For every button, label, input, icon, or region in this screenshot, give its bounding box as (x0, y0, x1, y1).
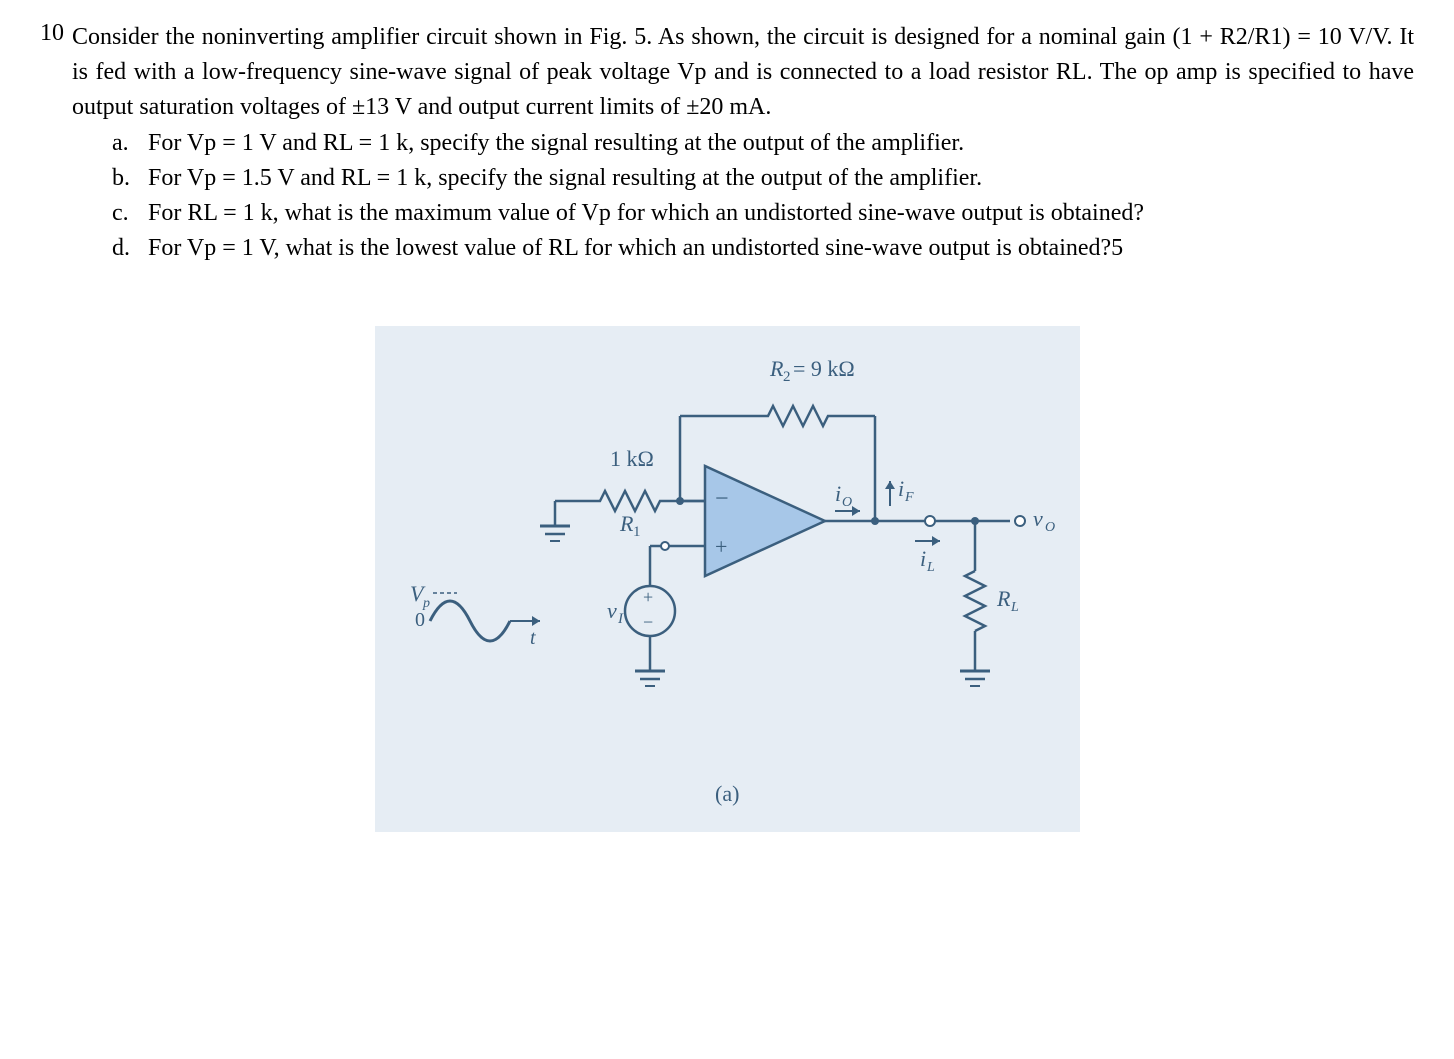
out-terminal-1 (925, 516, 935, 526)
vo-label: v (1033, 506, 1043, 531)
io-sub: O (842, 495, 852, 510)
vo-sub: O (1045, 520, 1055, 535)
if-arrow-head (885, 481, 895, 489)
opamp-triangle (705, 466, 825, 576)
io-arrow-head (852, 506, 860, 516)
rl-label: R (996, 586, 1011, 611)
sub-label-b: b. (112, 161, 132, 196)
sub-items: a. For Vp = 1 V and RL = 1 k, specify th… (72, 126, 1414, 265)
if-sub: F (904, 490, 914, 505)
vi-plus: + (643, 587, 653, 607)
if-label: i (898, 476, 904, 501)
il-sub: L (926, 560, 935, 575)
sub-label-a: a. (112, 126, 132, 161)
r2-val: = 9 kΩ (793, 356, 855, 381)
vi-minus: − (643, 612, 653, 632)
r1-label: R (619, 511, 634, 536)
r1-sub: 1 (633, 524, 641, 540)
sub-item-d: d. For Vp = 1 V, what is the lowest valu… (112, 231, 1414, 266)
figure-box: R 2 = 9 kΩ 1 kΩ R 1 (375, 326, 1080, 832)
sub-text-c: For RL = 1 k, what is the maximum value … (148, 196, 1414, 231)
sub-text-b: For Vp = 1.5 V and RL = 1 k, specify the… (148, 161, 1414, 196)
il-label: i (920, 546, 926, 571)
sub-item-c: c. For RL = 1 k, what is the maximum val… (112, 196, 1414, 231)
sub-label-d: d. (112, 231, 132, 266)
io-label: i (835, 481, 841, 506)
t-label: t (530, 627, 536, 649)
noninv-terminal (661, 542, 669, 550)
opamp-minus: − (715, 486, 729, 512)
il-arrow-head (932, 536, 940, 546)
rl-sub: L (1010, 600, 1019, 615)
zero-label: 0 (415, 609, 425, 631)
problem-container: 10 Consider the noninverting amplifier c… (40, 20, 1414, 266)
rl-resistor (965, 571, 985, 631)
figure-caption: (a) (715, 781, 739, 806)
sub-text-d: For Vp = 1 V, what is the lowest value o… (148, 231, 1414, 266)
t-arrow (532, 616, 540, 626)
sub-item-a: a. For Vp = 1 V and RL = 1 k, specify th… (112, 126, 1414, 161)
sub-text-a: For Vp = 1 V and RL = 1 k, specify the s… (148, 126, 1414, 161)
sub-label-c: c. (112, 196, 132, 231)
r1-val-label: 1 kΩ (610, 446, 654, 471)
circuit-diagram: R 2 = 9 kΩ 1 kΩ R 1 (375, 326, 1080, 832)
opamp-plus: + (715, 534, 727, 559)
vi-sub: I (617, 611, 624, 627)
vo-terminal (1015, 516, 1025, 526)
problem-text: Consider the noninverting amplifier circ… (72, 20, 1414, 124)
output-junction (871, 517, 879, 525)
sub-item-b: b. For Vp = 1.5 V and RL = 1 k, specify … (112, 161, 1414, 196)
sine-wave (430, 601, 510, 641)
figure-container: R 2 = 9 kΩ 1 kΩ R 1 (40, 326, 1414, 832)
r2-label: R (769, 356, 784, 381)
r2-sub: 2 (783, 369, 791, 385)
problem-number: 10 (40, 20, 64, 47)
r2-resistor (680, 406, 875, 426)
problem-body: Consider the noninverting amplifier circ… (72, 20, 1414, 266)
vi-label: v (607, 598, 617, 623)
